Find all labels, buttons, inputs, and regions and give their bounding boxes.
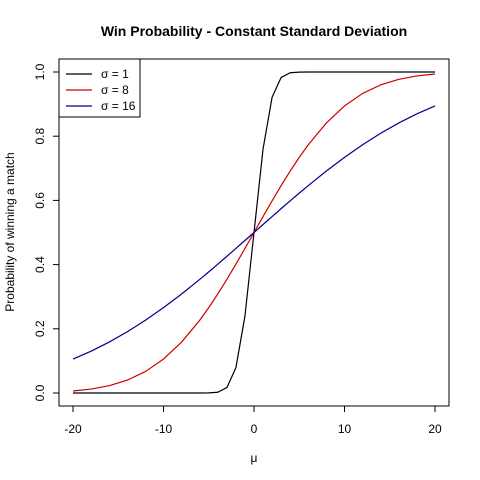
y-tick-label: 1.0 <box>33 63 47 80</box>
x-axis-label: μ <box>251 451 258 465</box>
y-axis-label: Probability of winning a match <box>3 152 17 311</box>
x-tick-label: 20 <box>428 422 442 436</box>
legend-label: σ = 1 <box>101 67 129 81</box>
chart-title: Win Probability - Constant Standard Devi… <box>101 23 407 39</box>
y-tick-label: 0.2 <box>33 320 47 337</box>
x-tick-label: -10 <box>155 422 173 436</box>
legend-box <box>58 58 141 118</box>
y-axis: 0.0 0.2 0.4 0.6 0.8 1.0 <box>33 63 60 401</box>
series-lines <box>72 71 436 394</box>
legend: σ = 1 σ = 8 σ = 16 <box>58 58 141 118</box>
y-tick-label: 0.4 <box>33 256 47 273</box>
legend-label: σ = 16 <box>101 99 136 113</box>
x-axis: -20 -10 0 10 20 <box>64 405 442 436</box>
y-tick-label: 0.0 <box>33 384 47 401</box>
x-tick-label: -20 <box>64 422 82 436</box>
y-tick-label: 0.8 <box>33 128 47 145</box>
y-tick-label: 0.6 <box>33 192 47 209</box>
x-tick-label: 10 <box>338 422 352 436</box>
series-line-3 <box>72 105 436 360</box>
legend-label: σ = 8 <box>101 83 129 97</box>
x-tick-label: 0 <box>251 422 258 436</box>
